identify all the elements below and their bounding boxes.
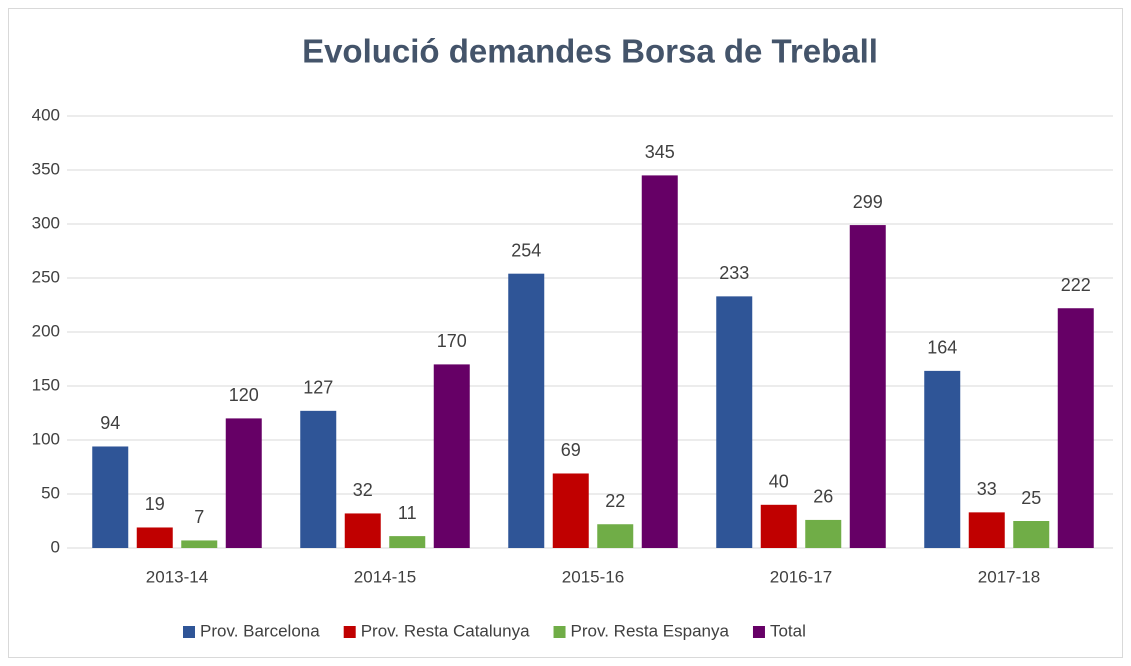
y-tick-label: 150 bbox=[32, 375, 60, 394]
bar bbox=[344, 513, 381, 548]
bar bbox=[225, 418, 262, 548]
data-label: 7 bbox=[194, 507, 204, 527]
bar bbox=[760, 504, 797, 548]
bar bbox=[1013, 521, 1050, 548]
y-tick-label: 250 bbox=[32, 267, 60, 286]
data-label: 19 bbox=[145, 494, 165, 514]
bar bbox=[136, 527, 173, 548]
bar bbox=[716, 296, 753, 548]
bar bbox=[641, 175, 678, 548]
bar bbox=[1057, 308, 1094, 548]
legend-swatch bbox=[343, 626, 356, 638]
y-tick-label: 50 bbox=[41, 483, 60, 502]
x-tick-label: 2015-16 bbox=[562, 567, 624, 586]
data-label: 25 bbox=[1021, 488, 1041, 508]
bar bbox=[968, 512, 1005, 548]
y-tick-label: 0 bbox=[51, 537, 60, 556]
bar bbox=[597, 524, 634, 548]
legend-label: Prov. Barcelona bbox=[200, 621, 320, 640]
data-label: 40 bbox=[769, 472, 789, 492]
y-tick-label: 350 bbox=[32, 159, 60, 178]
data-label: 254 bbox=[511, 240, 541, 260]
bar bbox=[552, 473, 589, 548]
bar bbox=[181, 540, 218, 548]
bar bbox=[924, 370, 961, 548]
data-label: 120 bbox=[229, 385, 259, 405]
data-label: 170 bbox=[437, 331, 467, 351]
data-label: 11 bbox=[398, 503, 417, 523]
data-label: 94 bbox=[100, 413, 120, 433]
data-label: 127 bbox=[303, 378, 333, 398]
bar bbox=[508, 273, 545, 548]
bar bbox=[849, 225, 886, 548]
data-label: 222 bbox=[1061, 275, 1091, 295]
bar bbox=[433, 364, 470, 548]
data-label: 32 bbox=[353, 480, 373, 500]
chart-title: Evolució demandes Borsa de Treball bbox=[302, 33, 878, 70]
legend-label: Total bbox=[770, 621, 806, 640]
data-label: 233 bbox=[719, 263, 749, 283]
bar bbox=[389, 536, 426, 548]
x-tick-label: 2013-14 bbox=[146, 567, 208, 586]
x-tick-label: 2016-17 bbox=[770, 567, 832, 586]
y-tick-label: 200 bbox=[32, 321, 60, 340]
y-tick-label: 300 bbox=[32, 213, 60, 232]
data-label: 299 bbox=[853, 192, 883, 212]
legend-swatch bbox=[553, 626, 566, 638]
bar bbox=[805, 519, 842, 548]
chart-border bbox=[8, 8, 1123, 658]
legend-label: Prov. Resta Catalunya bbox=[361, 621, 530, 640]
data-label: 164 bbox=[927, 338, 957, 358]
y-tick-label: 100 bbox=[32, 429, 60, 448]
x-tick-label: 2017-18 bbox=[978, 567, 1040, 586]
legend-swatch bbox=[752, 626, 765, 638]
y-tick-label: 400 bbox=[32, 105, 60, 124]
bar bbox=[300, 410, 337, 548]
data-label: 69 bbox=[561, 440, 581, 460]
legend-label: Prov. Resta Espanya bbox=[571, 621, 730, 640]
x-tick-label: 2014-15 bbox=[354, 567, 416, 586]
data-label: 345 bbox=[645, 142, 675, 162]
bar bbox=[92, 446, 129, 548]
data-label: 26 bbox=[813, 487, 833, 507]
data-label: 22 bbox=[605, 491, 625, 511]
data-label: 33 bbox=[977, 479, 997, 499]
legend-swatch bbox=[183, 626, 195, 638]
